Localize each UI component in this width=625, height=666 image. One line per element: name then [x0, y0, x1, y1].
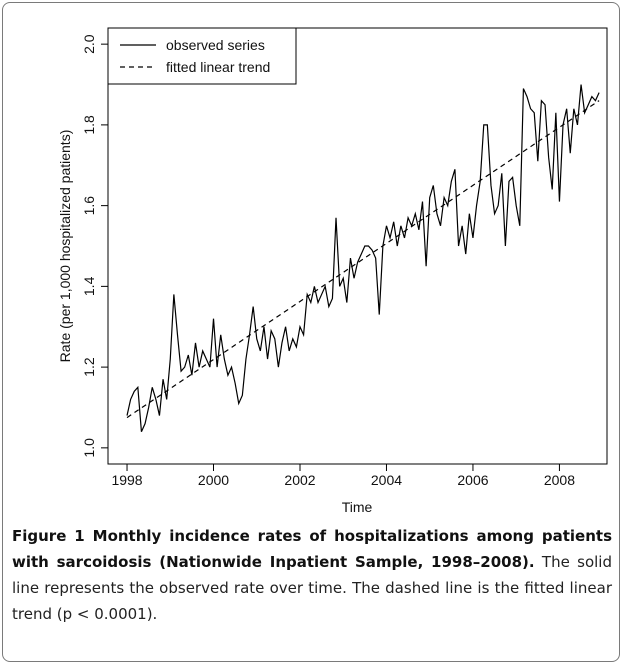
y-tick-label: 1.2 — [81, 357, 97, 377]
x-tick-label: 2006 — [457, 472, 488, 488]
caption-text: The solid line represents the observed r… — [12, 553, 612, 623]
figure-frame — [2, 2, 620, 662]
series-line — [126, 84, 600, 432]
y-tick-label: 1.8 — [81, 115, 97, 135]
legend-label: observed series — [166, 37, 265, 53]
x-axis-title: Time — [342, 499, 373, 515]
x-tick-label: 1998 — [111, 472, 142, 488]
x-tick-label: 2000 — [198, 472, 229, 488]
legend-label: fitted linear trend — [166, 59, 270, 75]
y-tick-label: 1.0 — [81, 438, 97, 458]
figure-caption: Figure 1 Monthly incidence rates of hosp… — [12, 523, 612, 627]
y-tick-label: 1.6 — [81, 196, 97, 216]
chart: Time Rate (per 1,000 hospitalized patien… — [57, 27, 608, 515]
x-tick-label: 2004 — [371, 472, 402, 488]
series-line — [126, 100, 600, 419]
y-axis-title: Rate (per 1,000 hospitalized patients) — [57, 130, 73, 363]
x-tick-label: 2008 — [544, 472, 575, 488]
y-tick-label: 2.0 — [81, 34, 97, 54]
x-tick-label: 2002 — [284, 472, 315, 488]
caption-label: Figure 1 Monthly incidence rates of hosp… — [12, 527, 612, 571]
y-tick-label: 1.4 — [81, 276, 97, 296]
legend-box — [107, 27, 297, 85]
plot-box — [107, 27, 608, 465]
